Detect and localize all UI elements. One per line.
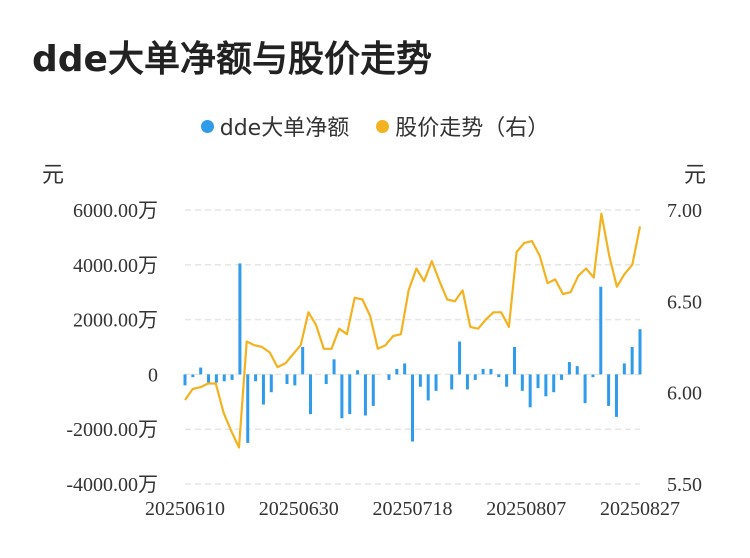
dde-bar — [434, 374, 438, 391]
dde-bar — [285, 374, 289, 384]
dde-bar — [591, 374, 595, 378]
legend-line-swatch — [376, 119, 390, 133]
dde-bar — [199, 367, 203, 375]
dde-bar — [246, 374, 250, 443]
y-left-tick-label: -2000.00万 — [66, 419, 158, 441]
dde-bar — [599, 286, 603, 375]
x-tick-label: 20250610 — [145, 498, 225, 520]
dde-bar — [332, 359, 336, 375]
left-axis-unit: 元 — [42, 163, 65, 188]
dde-bar — [261, 374, 265, 405]
dde-bar — [560, 374, 564, 380]
legend-line-label: 股价走势（右） — [395, 116, 550, 141]
legend: dde大单净额 股价走势（右） — [0, 110, 750, 142]
dde-bar — [583, 374, 587, 404]
y-right-tick-label: 6.00 — [667, 383, 702, 405]
dde-bar — [614, 374, 618, 417]
y-left-tick-label: 2000.00万 — [73, 310, 158, 332]
chart-title: dde大单净额与股价走势 — [32, 39, 432, 80]
dde-bar — [340, 374, 344, 419]
dde-bar — [238, 263, 242, 375]
dde-bar — [567, 362, 571, 375]
x-tick-label: 20250827 — [600, 498, 680, 520]
dde-bar — [214, 374, 218, 383]
y-left-tick-label: 0 — [148, 364, 158, 386]
dde-bar — [363, 374, 367, 416]
x-tick-label: 20250630 — [259, 498, 339, 520]
legend-item-line[interactable]: 股价走势（右） — [376, 110, 549, 142]
y-right-tick-label: 5.50 — [667, 474, 702, 496]
dde-bar — [230, 374, 234, 380]
dde-bar — [356, 370, 360, 375]
dde-bar — [622, 363, 626, 375]
dde-bar — [528, 374, 532, 408]
dde-bar — [309, 374, 313, 415]
dde-bar — [301, 347, 305, 375]
dde-bar — [207, 374, 211, 383]
dde-bar — [411, 374, 414, 442]
dde-bar — [371, 374, 375, 406]
dde-bar — [607, 374, 611, 406]
y-left-tick-label: 6000.00万 — [73, 200, 158, 222]
y-right-tick-label: 6.50 — [667, 291, 702, 313]
dde-bar — [630, 347, 634, 375]
dde-bar — [544, 374, 548, 397]
dde-bar — [222, 374, 226, 382]
dde-bar — [348, 374, 352, 415]
legend-bar-swatch — [200, 119, 214, 133]
dde-bar — [458, 341, 462, 375]
dde-bar — [426, 374, 430, 401]
dde-bar — [254, 374, 258, 382]
y-left-tick-label: 4000.00万 — [73, 255, 158, 277]
dde-bar — [552, 374, 556, 393]
dde-bar — [638, 329, 642, 375]
dde-bar — [191, 374, 195, 378]
dde-bar — [403, 363, 407, 375]
legend-item-bar[interactable]: dde大单净额 — [200, 110, 350, 142]
dde-bar — [418, 374, 422, 387]
dde-bar — [536, 374, 540, 389]
legend-bar-label: dde大单净额 — [219, 116, 350, 141]
dde-bar — [505, 374, 509, 387]
dde-bar — [269, 374, 273, 393]
price-line — [184, 212, 642, 449]
dde-bar — [387, 374, 391, 380]
right-axis-unit: 元 — [684, 163, 707, 188]
dde-bar — [489, 368, 493, 375]
dde-bar — [481, 368, 485, 375]
dde-bar — [512, 347, 516, 375]
x-tick-label: 20250807 — [486, 498, 566, 520]
x-tick-label: 20250718 — [373, 498, 453, 520]
y-right-tick-label: 7.00 — [667, 200, 702, 222]
dde-bar — [450, 374, 454, 390]
dde-bar — [473, 374, 477, 380]
dde-bar — [465, 374, 469, 390]
dde-bar — [183, 374, 187, 386]
y-left-tick-label: -4000.00万 — [66, 474, 158, 496]
dde-bar — [293, 374, 297, 386]
dde-bar — [324, 374, 328, 384]
dde-bar — [575, 366, 579, 375]
dde-bar — [395, 368, 399, 375]
dde-bar — [520, 374, 524, 391]
dde-bar — [497, 374, 501, 378]
